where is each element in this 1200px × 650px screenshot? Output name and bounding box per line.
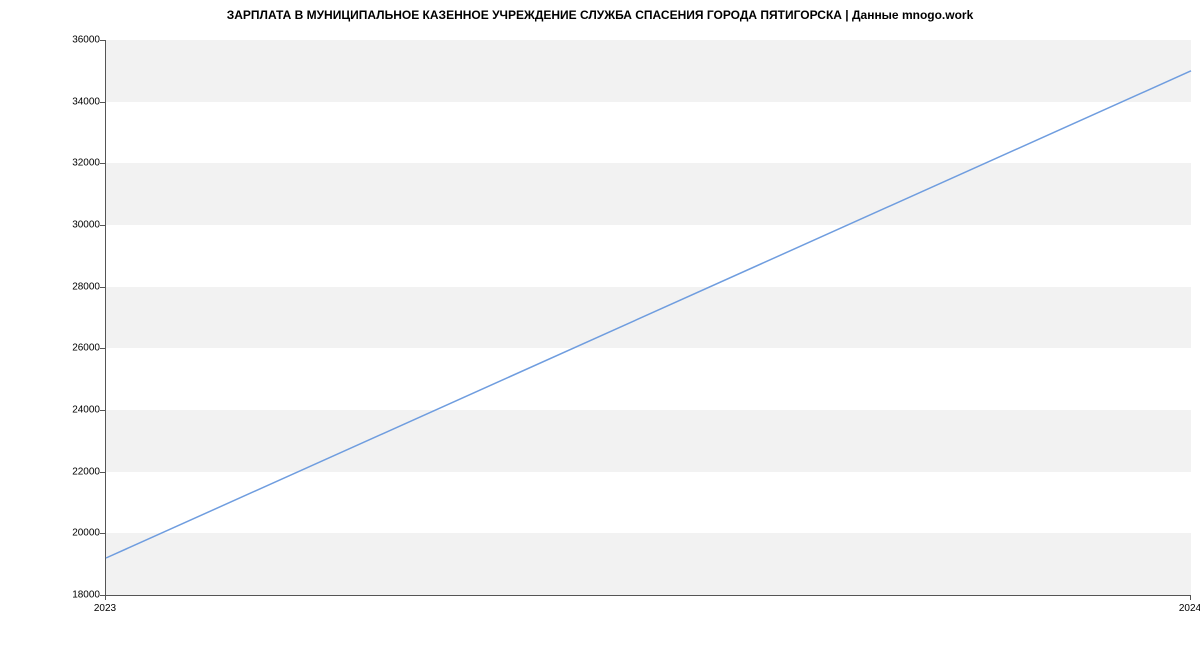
y-tick-mark [100, 287, 105, 288]
plot-area [105, 40, 1191, 596]
chart-title: ЗАРПЛАТА В МУНИЦИПАЛЬНОЕ КАЗЕННОЕ УЧРЕЖД… [0, 8, 1200, 22]
y-tick-label: 22000 [72, 466, 100, 477]
y-tick-label: 30000 [72, 220, 100, 231]
x-tick-mark [105, 595, 106, 600]
x-tick-label: 2023 [94, 603, 116, 614]
series-line-salary [106, 71, 1191, 558]
salary-chart: ЗАРПЛАТА В МУНИЦИПАЛЬНОЕ КАЗЕННОЕ УЧРЕЖД… [0, 0, 1200, 650]
y-tick-label: 18000 [72, 590, 100, 601]
line-layer [106, 40, 1191, 595]
y-tick-label: 28000 [72, 281, 100, 292]
y-tick-label: 24000 [72, 405, 100, 416]
y-tick-label: 34000 [72, 96, 100, 107]
x-tick-label: 2024 [1179, 603, 1200, 614]
y-tick-mark [100, 410, 105, 411]
y-tick-mark [100, 40, 105, 41]
y-tick-label: 32000 [72, 158, 100, 169]
y-tick-mark [100, 225, 105, 226]
y-tick-mark [100, 533, 105, 534]
y-tick-mark [100, 348, 105, 349]
x-tick-mark [1190, 595, 1191, 600]
y-tick-label: 26000 [72, 343, 100, 354]
y-tick-label: 36000 [72, 35, 100, 46]
y-tick-mark [100, 472, 105, 473]
y-tick-mark [100, 163, 105, 164]
y-tick-mark [100, 102, 105, 103]
y-tick-label: 20000 [72, 528, 100, 539]
